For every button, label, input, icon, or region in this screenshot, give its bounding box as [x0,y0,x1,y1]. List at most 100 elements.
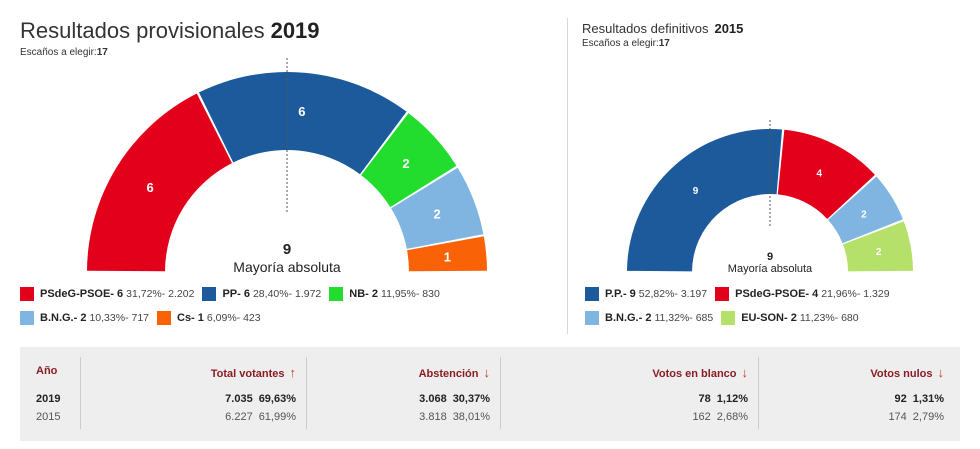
table-row-2019: 7.035 69,63% [225,393,296,405]
column-total-votantes: Total votantes ↑ 7.035 69,63% 6.227 61,99% [80,347,306,441]
panel-title: Resultados definitivos 2015 [582,20,743,38]
sort-votos-en-blanco[interactable]: Votos en blanco ↓ [652,365,748,380]
seat-count-label: 6 [146,180,153,195]
table-row-2019: 3.068 30,37% [419,393,490,405]
title-year: 2015 [714,21,744,36]
legend-2019: PSdeG-PSOE- 6 31,72%- 2.202 PP- 6 28,40%- … [20,284,448,332]
seat-segment-cs[interactable] [407,236,487,272]
legend-detail: 52,82%- 3.197 [638,287,708,300]
seat-segment-psdeg-psoe[interactable] [777,129,875,219]
arrow-up-icon: ↑ [289,365,297,380]
column-year: Año 2019 2015 [20,347,80,441]
title-text: Resultados provisionales [20,18,265,43]
seat-count-label: 4 [816,169,822,180]
results-2015-panel: Resultados definitivos 2015 Escaños a ele… [570,0,980,340]
seat-segment-psdeg-psoe[interactable] [87,93,232,272]
table-row-2015: 3.818 38,01% [419,411,490,423]
majority-number: 9 [282,241,292,258]
arrow-down-icon: ↓ [741,365,749,380]
legend-item-bng: B.N.G.- 2 10,33%- 717 [20,310,149,325]
legend-detail: 21,96%- 1.329 [821,287,890,300]
majority-number: 9 [766,251,774,263]
table-row-2015: 174 2,79% [888,411,944,423]
legend-item-cs: Cs- 1 6,09%- 423 [157,310,261,325]
legend-swatch [585,310,599,325]
participation-table: Año 2019 2015 Total votantes ↑ 7.035 69,63… [20,347,960,441]
seat-segment-b-n-g-[interactable] [391,167,484,249]
seat-count-label: 2 [876,247,882,258]
hemicycle-chart-2015: 9 4 2 2 [627,120,913,272]
legend-swatch [202,286,217,301]
seat-count-label: 2 [861,209,867,220]
column-header-year: Año [36,365,58,377]
sort-total-votantes[interactable]: Total votantes ↑ [210,365,297,380]
legend-name: B.N.G.- 2 [605,311,652,324]
table-cell: 2015 [36,411,61,423]
table-row-2019: 78 1,12% [698,393,748,405]
seat-segment-eu-son[interactable] [842,221,913,272]
table-row-2015: 6.227 61,99% [225,411,296,423]
legend-swatch [715,286,730,301]
seat-count-label: 9 [693,186,699,197]
seat-count-label: 2 [402,156,409,171]
legend-item-nb: NB- 2 11,95%- 830 [329,286,440,301]
column-divider [500,357,501,429]
table-cell: 2019 [36,393,61,405]
table-row-2015: 162 2,68% [692,411,748,423]
legend-swatch [329,286,344,301]
table-row-2019: 92 1,31% [894,393,944,405]
legend-detail: 11,23%- 680 [799,311,859,324]
legend-detail: 6,09%- 423 [206,311,261,324]
legend-detail: 31,72%- 2.202 [126,287,195,300]
legend-name: P.P.- 9 [605,287,636,300]
legend-detail: 28,40%- 1.972 [252,287,322,300]
sort-votos-nulos[interactable]: Votos nulos ↓ [870,365,944,380]
legend-item-psoe: PSdeG-PSOE- 6 31,72%- 2.202 [20,286,195,301]
seat-segment-b-n-g-[interactable] [828,176,903,244]
majority-indicator: 9 Mayoría absoluta [187,241,387,275]
results-2019-panel: Resultados provisionales 2019 Escaños a e… [0,0,568,340]
seat-segment-nb[interactable] [361,113,457,208]
title-text: Resultados definitivos [582,21,709,36]
column-divider [80,357,81,429]
legend-name: EU-SON- 2 [741,311,797,324]
legend-swatch [585,286,599,301]
sort-abstencion[interactable]: Abstención ↓ [418,365,491,380]
seat-segment-p-p-[interactable] [627,129,783,272]
seats-to-elect: Escaños a elegir:17 [582,38,670,49]
legend-item-psoe: PSdeG-PSOE- 4 21,96%- 1.329 [715,286,890,301]
legend-item-bng: B.N.G.- 2 11,32%- 685 [585,310,714,325]
legend-detail: 11,32%- 685 [654,311,714,324]
seats-label: Escaños a elegir: [582,38,659,49]
legend-item-pp: P.P.- 9 52,82%- 3.197 [585,286,708,301]
majority-label: Mayoría absoluta [727,263,813,275]
seats-total: 17 [658,38,670,49]
column-abstencion: Abstención ↓ 3.068 30,37% 3.818 38,01% [306,347,500,441]
legend-row: PSdeG-PSOE- 6 31,72%- 2.202 PP- 6 28,40%- … [20,284,448,303]
seat-count-label: 6 [298,104,305,119]
hemicycle-chart-2019: 6 6 2 2 1 [87,58,487,272]
legend-item-eu-son: EU-SON- 2 11,23%- 680 [721,310,859,325]
arrow-down-icon: ↓ [937,365,945,380]
seats-label: Escaños a elegir: [20,47,97,58]
legend-swatch [20,310,34,325]
legend-row: P.P.- 9 52,82%- 3.197 PSdeG-PSOE- 4 21,96%… [585,284,898,303]
seats-to-elect: Escaños a elegir:17 [20,47,108,58]
panel-divider [567,18,568,334]
legend-swatch [20,286,34,301]
arrow-down-icon: ↓ [483,365,491,380]
panel-title: Resultados provisionales 2019 [20,18,320,44]
legend-row: B.N.G.- 2 10,33%- 717 Cs- 1 6,09%- 423 [20,308,448,327]
seat-segment-pp[interactable] [198,71,407,175]
column-votos-en-blanco: Votos en blanco ↓ 78 1,12% 162 2,68% [500,347,758,441]
legend-name: B.N.G.- 2 [40,311,87,324]
legend-name: NB- 2 [349,287,379,300]
legend-name: PSdeG-PSOE- 6 [40,287,124,300]
legend-name: PP- 6 [222,287,250,300]
column-divider [758,357,759,429]
legend-2015: P.P.- 9 52,82%- 3.197 PSdeG-PSOE- 4 21,96%… [585,284,898,332]
title-year: 2019 [270,18,320,43]
legend-detail: 10,33%- 717 [89,311,149,324]
majority-label: Mayoría absoluta [233,259,341,275]
legend-row: B.N.G.- 2 11,32%- 685 EU-SON- 2 11,23%- 68… [585,308,898,327]
